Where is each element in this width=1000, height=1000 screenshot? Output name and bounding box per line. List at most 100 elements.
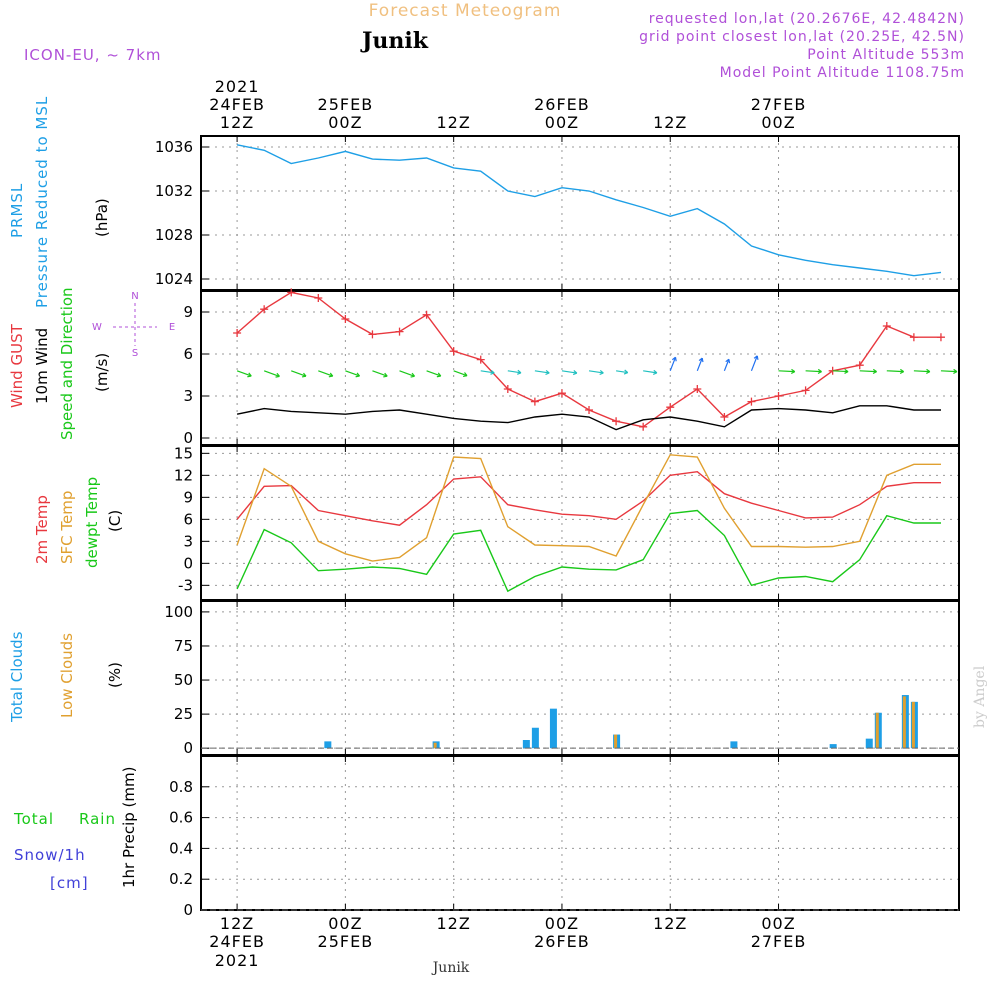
wind-arrowhead <box>623 369 629 375</box>
gust-marker <box>882 322 891 330</box>
wind-arrowhead <box>462 372 468 378</box>
series-line <box>236 454 941 562</box>
wind-arrowhead <box>517 369 522 375</box>
gust-marker <box>314 294 323 302</box>
wind-arrowhead <box>671 356 677 362</box>
gust-marker <box>639 422 648 431</box>
precip-panel: 0 0.2 0.4 0.6 0.8 <box>169 755 960 919</box>
y-tick-label: 3 <box>183 532 193 550</box>
gust-marker <box>368 330 377 339</box>
gust-marker <box>503 385 512 393</box>
y-tick-label: 0.6 <box>169 809 193 827</box>
wind-gust-label: Wind GUST <box>8 323 26 408</box>
y-tick-label: 9 <box>183 488 193 506</box>
low-clouds-bar <box>911 701 915 749</box>
wind-arrowhead <box>275 372 280 378</box>
top-axis-label: 00Z <box>761 113 795 132</box>
c-unit-label: (C) <box>106 510 124 532</box>
wind-arrow <box>886 370 904 373</box>
bottom-axis-label: 2021 <box>215 951 260 970</box>
wind-arrow <box>669 357 677 372</box>
low-clouds-label: Low Clouds <box>58 633 76 718</box>
gust-marker <box>909 333 918 342</box>
top-axis-label: 12Z <box>220 113 254 132</box>
bottom-axis-label: 24FEB <box>209 932 265 951</box>
wind-arrowhead <box>844 368 849 374</box>
total-clouds-bar <box>865 738 873 749</box>
panels: 10241028103210360369-3036912150255075100… <box>155 135 960 919</box>
total-clouds-bar <box>829 744 837 749</box>
y-tick-label: 1028 <box>155 226 193 244</box>
wind-arrow <box>236 370 252 377</box>
y-tick-label: 0.8 <box>169 778 193 796</box>
bottom-axis-label: 12Z <box>220 914 254 933</box>
wind-arrowhead <box>328 372 334 378</box>
top-axis-label: 27FEB <box>751 95 807 114</box>
forecast-meteogram-title: Forecast Meteogram <box>369 1 562 21</box>
y-tick-label: 0 <box>183 739 193 757</box>
wind-arrow <box>643 370 658 374</box>
y-tick-label: 0 <box>183 901 193 919</box>
y-tick-label: 75 <box>174 637 193 655</box>
precip-frame <box>200 755 960 911</box>
compass-rose: N S W E <box>92 291 175 359</box>
gust-marker <box>612 417 621 426</box>
low-clouds-bar <box>902 696 906 749</box>
wind-arrow <box>913 370 930 373</box>
gust-marker <box>287 288 296 297</box>
wind-arrowhead <box>247 372 252 378</box>
total-label: Total <box>13 810 54 828</box>
total-clouds-label: Total Clouds <box>8 631 26 723</box>
gust-marker <box>449 347 458 356</box>
gust-marker <box>395 327 404 336</box>
top-axis-label: 25FEB <box>318 95 374 114</box>
total-clouds-bar <box>531 727 539 749</box>
wind-arrowhead <box>698 357 704 363</box>
clouds-panel: 0 25 50 75 100 <box>164 600 960 757</box>
y-tick-label: 0.4 <box>169 839 193 857</box>
footer-location: Junik <box>431 960 470 976</box>
wind-arrow <box>453 370 468 377</box>
wind-arrowhead <box>436 372 442 378</box>
wind-arrowhead <box>490 369 495 375</box>
y-tick-label: 1024 <box>155 270 193 288</box>
wind-arrow <box>291 370 307 377</box>
gust-marker <box>936 333 945 342</box>
y-tick-label: 15 <box>174 444 193 462</box>
temp-frame <box>200 445 960 601</box>
prmsl-label: PRMSL <box>8 183 26 238</box>
gust-marker <box>585 406 594 414</box>
series-line <box>236 405 941 431</box>
gust-marker <box>693 385 702 393</box>
compass-s: S <box>132 348 138 359</box>
point-altitude: Point Altitude 553m <box>807 47 965 63</box>
compass-w: W <box>92 322 102 333</box>
low-clouds-bar <box>433 742 437 749</box>
wind-arrow <box>507 370 522 374</box>
wind-speed-dir-label: Speed and Direction <box>58 287 76 440</box>
wind-arrow <box>426 370 441 377</box>
y-tick-label: 25 <box>174 705 193 723</box>
total-clouds-bar <box>730 741 738 749</box>
wind-arrowhead <box>572 370 578 376</box>
gust-marker <box>476 355 485 364</box>
wind-arrow <box>345 370 360 377</box>
credit-watermark: by Angel <box>972 665 988 728</box>
wind-arrow <box>561 370 577 374</box>
top-axis-label: 00Z <box>545 113 579 132</box>
total-clouds-bar <box>324 741 332 749</box>
wind-arrowhead <box>817 368 822 375</box>
wind-arrowhead <box>790 368 796 375</box>
y-tick-label: 1036 <box>155 138 193 156</box>
requested-coords: requested lon,lat (20.2676E, 42.4842N) <box>649 11 965 27</box>
location-title: Junik <box>360 28 429 54</box>
model-altitude: Model Point Altitude 1108.75m <box>720 65 965 81</box>
ms-unit-label: (m/s) <box>93 353 111 392</box>
wind-arrowhead <box>545 369 550 376</box>
gust-marker <box>855 361 864 370</box>
wind-arrowhead <box>383 372 388 378</box>
wind-panel: 0 3 6 9 <box>183 288 960 447</box>
bottom-axis-label: 00Z <box>328 914 362 933</box>
snow-label: Snow/1h <box>14 846 86 864</box>
